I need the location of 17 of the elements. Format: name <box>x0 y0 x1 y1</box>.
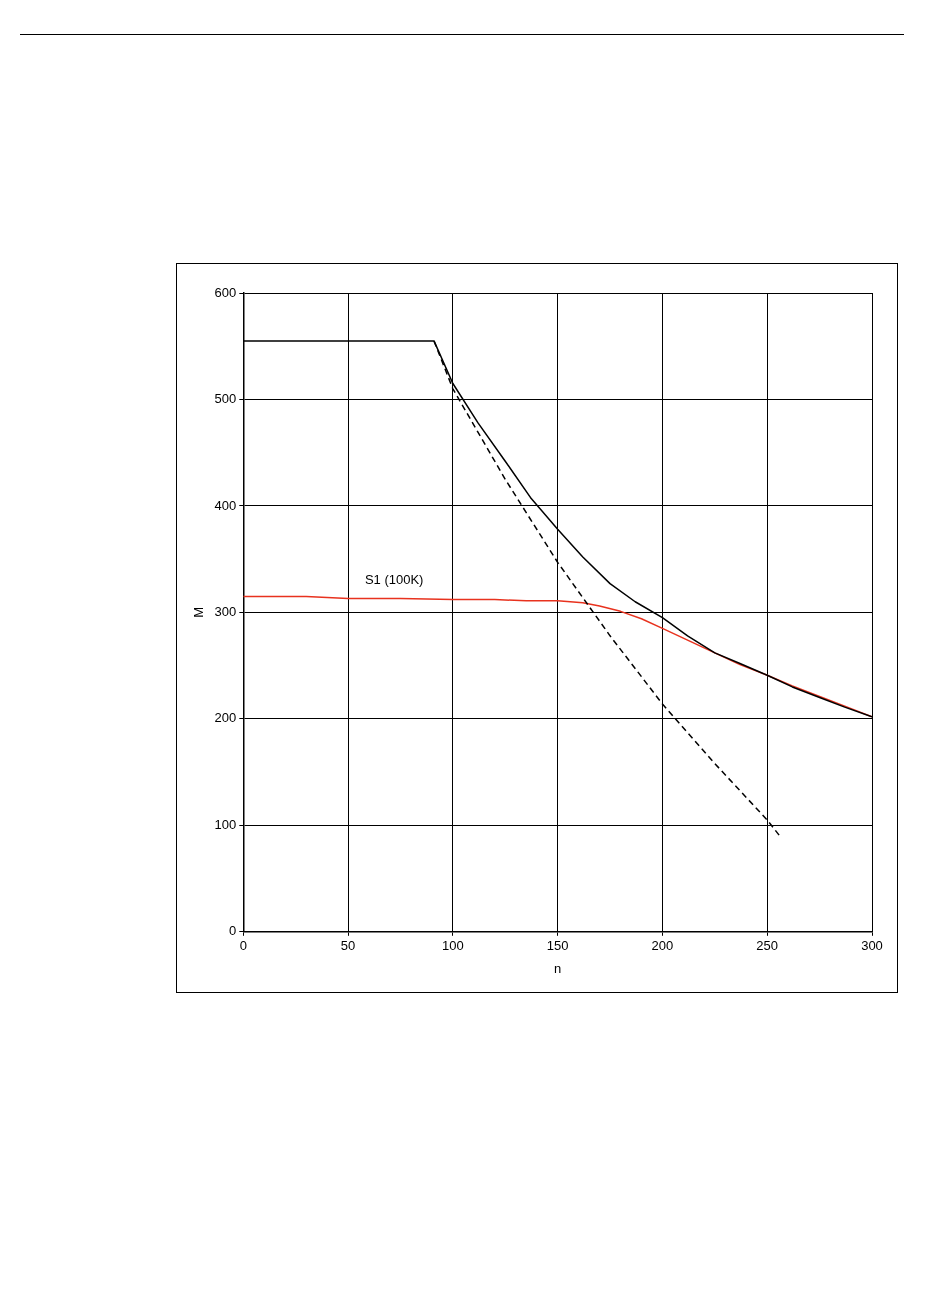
x-tick-label: 0 <box>239 938 247 954</box>
y-tick-label: 400 <box>214 497 237 513</box>
y-tick-label: 0 <box>229 923 237 939</box>
x-tick-label: 150 <box>546 938 569 954</box>
annotation: S1 (100K) <box>364 572 424 588</box>
y-tick-label: 300 <box>214 603 237 619</box>
x-axis-title: n <box>554 960 562 976</box>
x-tick-label: 200 <box>651 938 674 954</box>
x-tick-label: 50 <box>340 938 356 954</box>
x-tick-label: 250 <box>756 938 779 954</box>
y-tick-label: 600 <box>214 284 237 300</box>
y-axis-title: M <box>191 606 207 618</box>
x-tick-label: 300 <box>861 938 883 954</box>
y-tick-label: 500 <box>214 391 237 407</box>
x-tick-label: 100 <box>442 938 464 954</box>
y-tick-label: 200 <box>214 710 237 726</box>
y-tick-label: 100 <box>214 816 237 832</box>
